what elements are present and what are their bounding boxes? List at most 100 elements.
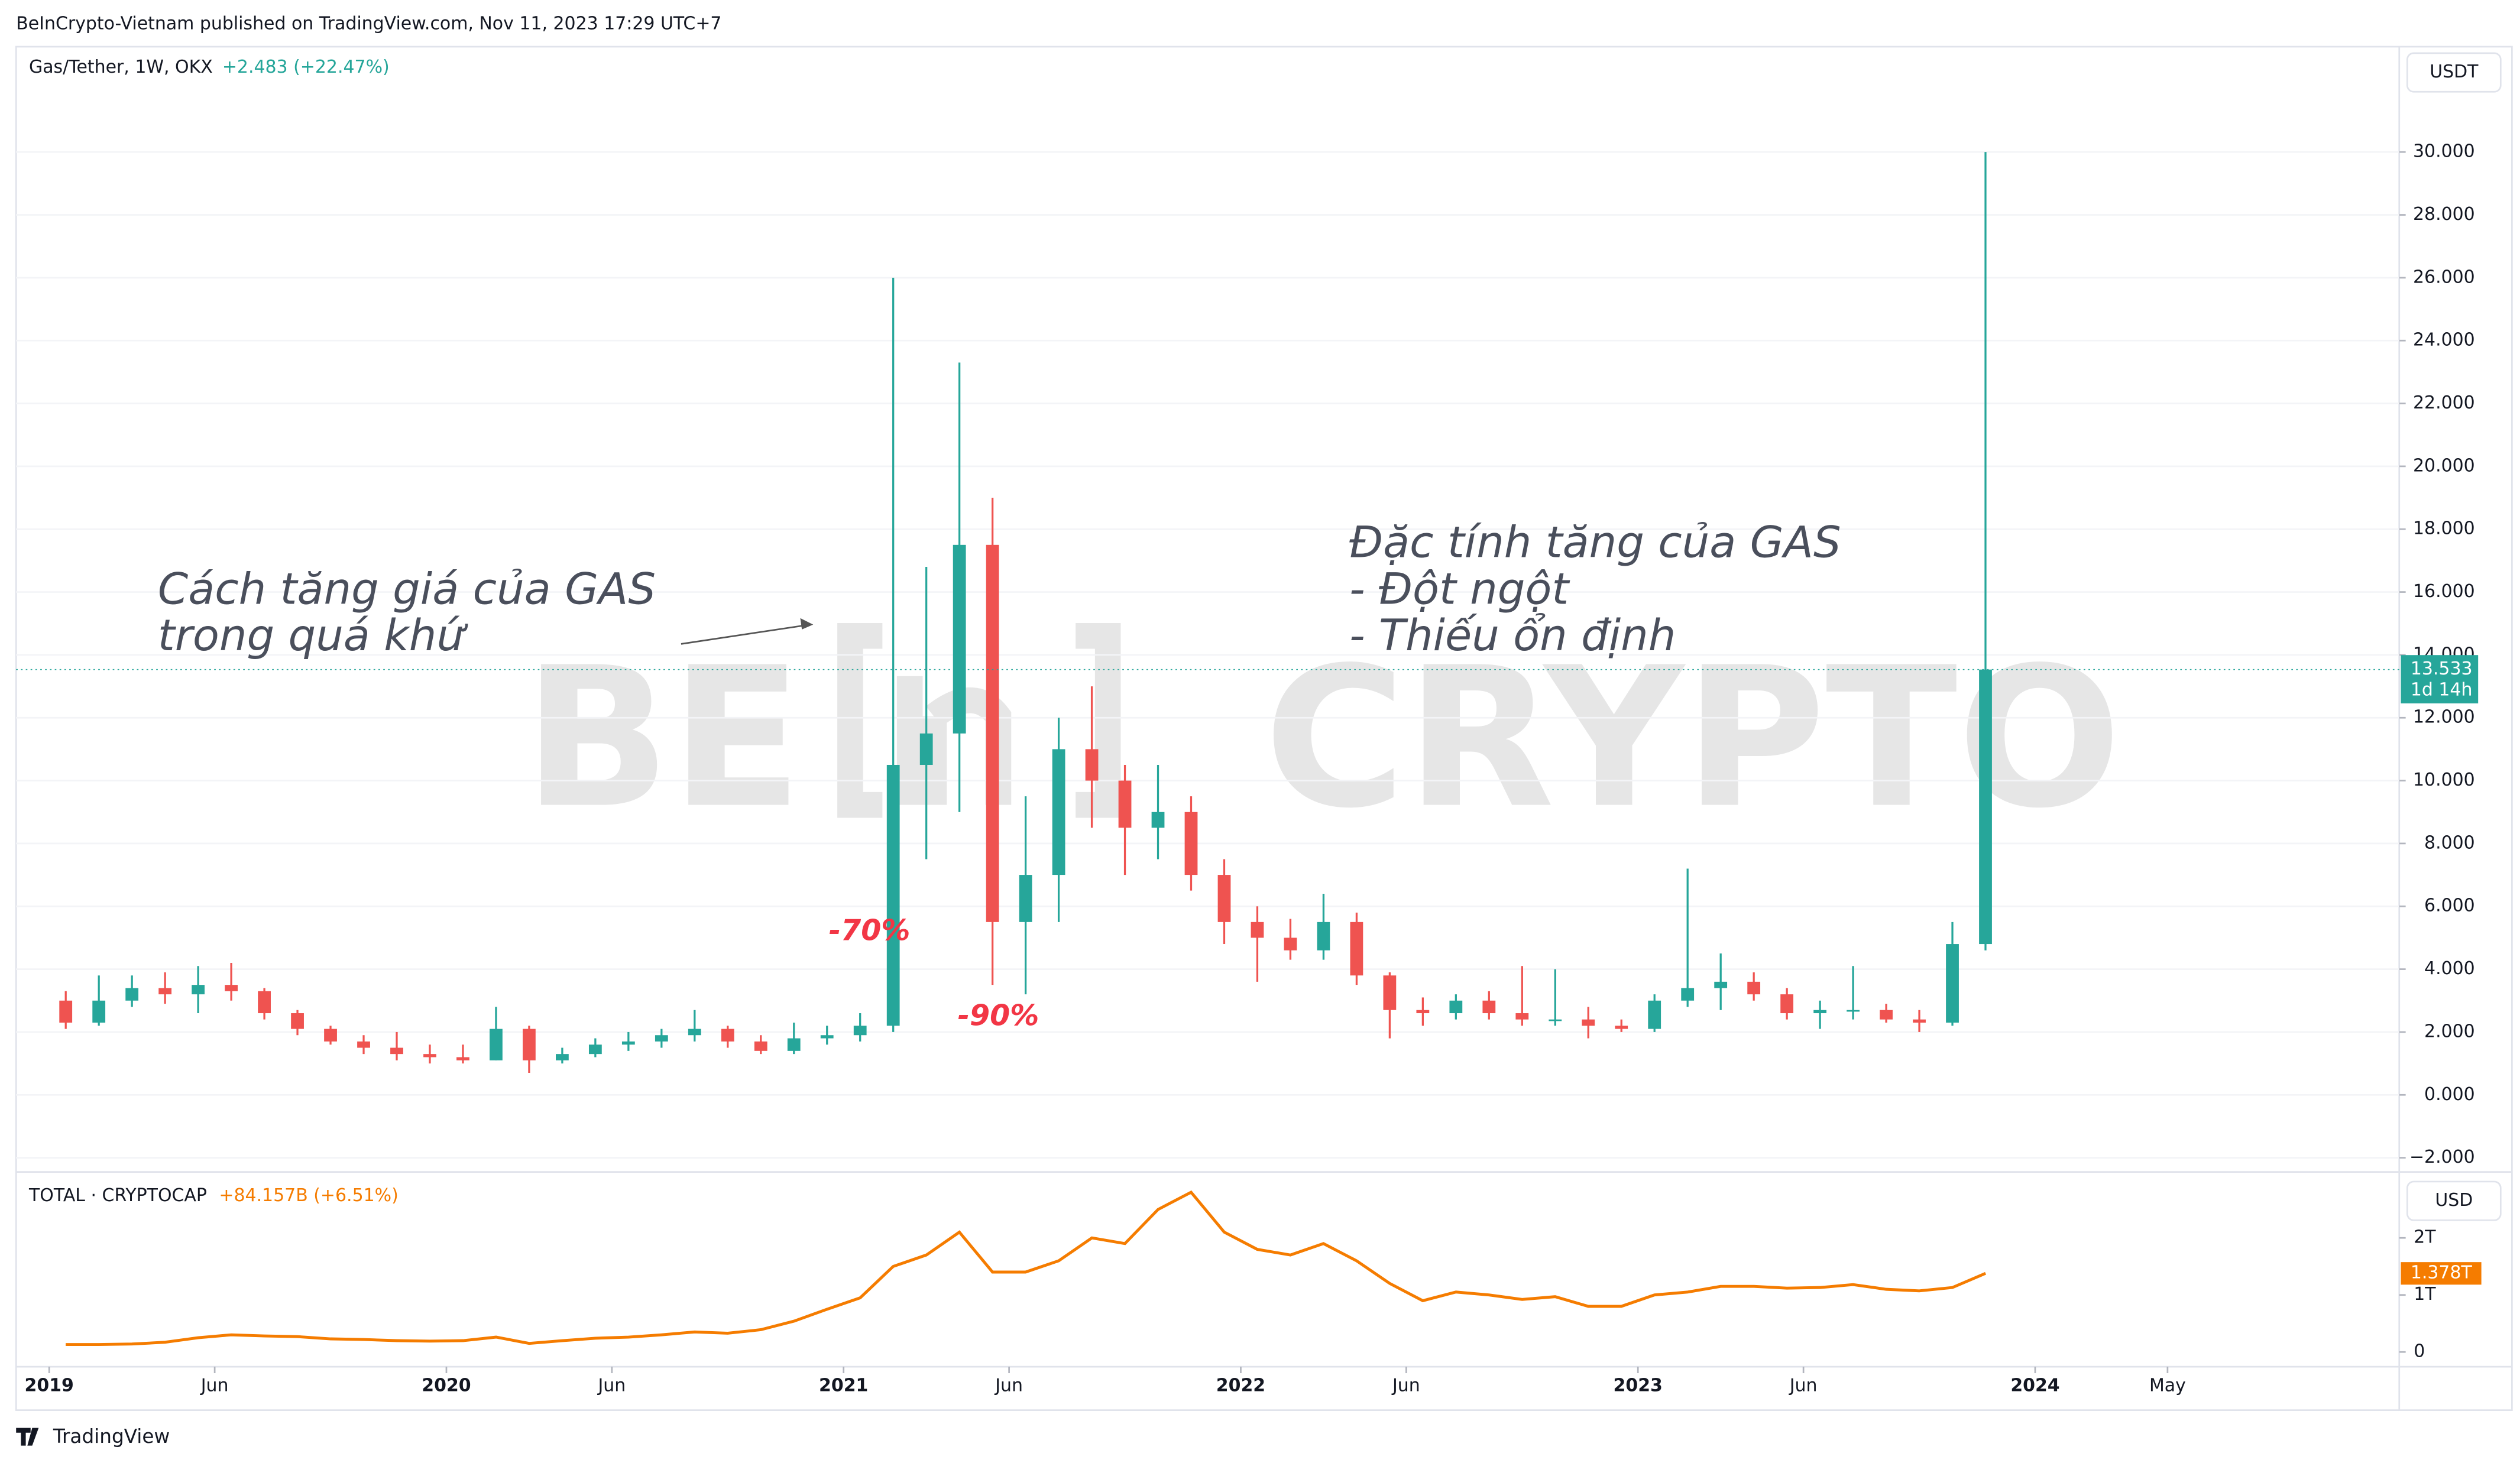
y-tick-label: 26.000 [2413,267,2475,287]
y-tick-label: 16.000 [2413,581,2475,602]
pane-title: TOTAL · CRYPTOCAP [28,1185,207,1206]
currency-label[interactable]: USD [2435,1190,2473,1211]
watermark-text: BE [523,627,802,851]
watermark-text: CRYPTO [1264,627,2121,851]
candle-body [1515,1013,1529,1020]
candle-body [853,1026,867,1036]
candle-body [258,991,271,1014]
candle-body [1085,749,1099,781]
last-value-label: 1.378T [2411,1263,2473,1283]
annotation-arrowhead [800,618,814,630]
candle-body [621,1041,635,1045]
candle-body [721,1029,734,1042]
candle-body [1317,922,1330,951]
candle-body [59,1000,73,1023]
y-tick-label: 28.000 [2413,204,2475,225]
candle-body [1383,975,1397,1010]
candle-body [1251,922,1264,938]
candle-body [225,985,238,991]
y-tick-label: 30.000 [2413,141,2475,162]
y-tick-label: 0.000 [2424,1084,2475,1105]
annotation: - Thiếu ổn định [1349,611,1676,661]
candle-body [688,1029,701,1036]
y-tick-label: 0 [2414,1341,2425,1362]
candle-body [1780,994,1794,1014]
candle-body [787,1038,801,1051]
candle-body [456,1057,469,1060]
x-tick-label: 2024 [2010,1375,2059,1396]
candle-body [556,1054,569,1060]
x-tick-label: 2022 [1216,1375,1265,1396]
candle-body [357,1041,370,1048]
candle-body [1813,1010,1827,1014]
pane-change: +2.483 (+22.47%) [222,57,390,77]
candle-body [92,1000,106,1023]
x-tick-label: 2021 [819,1375,868,1396]
currency-button[interactable] [2406,52,2502,93]
y-tick-label: 12.000 [2413,707,2475,728]
annotation: trong quá khứ [158,611,468,661]
y-tick-label: −2.000 [2409,1147,2475,1167]
brand: TradingView [53,1425,170,1448]
candle-body [588,1044,602,1055]
watermark-icon [837,622,1121,818]
x-tick-label: Jun [1391,1375,1420,1396]
brand-logo [16,1428,39,1446]
candle-body [1714,981,1728,988]
y-tick-label: 2.000 [2424,1021,2475,1042]
candle-body [1648,1000,1661,1029]
candle-body [291,1013,304,1029]
y-tick-label: 20.000 [2413,455,2475,476]
candle-body [324,1029,337,1042]
candle-body [523,1029,536,1060]
candle-body [1615,1026,1628,1029]
candle-body [125,988,139,1001]
last-price-box [2401,655,2479,703]
y-tick-label: 10.000 [2413,770,2475,790]
y-tick-label: 1T [2414,1284,2436,1305]
y-tick-label: 4.000 [2424,958,2475,979]
candle-body [655,1035,668,1042]
y-tick-label: 22.000 [2413,392,2475,413]
last-price-label: 13.533 [2411,658,2473,679]
candle-body [490,1029,503,1060]
candle-body [953,544,966,734]
candle-body [1681,988,1695,1001]
candle-body [1880,1010,1893,1020]
published-info: BeInCrypto-Vietnam published on TradingV… [16,13,721,34]
last-value-box [2401,1262,2482,1285]
currency-button[interactable] [2406,1180,2502,1221]
series-line [66,1190,1987,1346]
annotation: - Đột ngột [1349,564,1570,614]
x-tick-label: 2019 [25,1375,74,1396]
candle-body [1416,1010,1430,1014]
y-tick-label: 6.000 [2424,896,2475,916]
frame [15,46,2513,1412]
candle-body [423,1054,436,1057]
x-tick-label: Jun [597,1375,626,1396]
y-tick-label: 2T [2414,1227,2436,1248]
annotation: -90% [958,999,1039,1033]
candle-body [1979,669,1992,945]
candle-body [1549,1019,1562,1021]
pane-title: Gas/Tether, 1W, OKX [29,57,213,77]
x-tick-label: Jun [200,1375,229,1396]
annotation: -70% [829,913,911,947]
candle-body [886,764,900,1026]
y-tick-label: 24.000 [2413,330,2475,351]
x-tick-label: 2020 [422,1375,471,1396]
x-tick-label: Jun [1789,1375,1818,1396]
candle-body [1019,875,1032,922]
candle-body [192,985,205,995]
candle-body [1184,812,1198,875]
candle-body [986,544,999,922]
currency-label[interactable]: USDT [2430,61,2479,82]
candle-body [754,1041,767,1051]
x-tick-label: May [2149,1375,2186,1396]
watermark: BE CRYPTO [523,622,2121,851]
candle-body [1284,938,1297,951]
annotation: Cách tăng giá của GAS [158,564,656,614]
candle-body [1582,1019,1595,1026]
